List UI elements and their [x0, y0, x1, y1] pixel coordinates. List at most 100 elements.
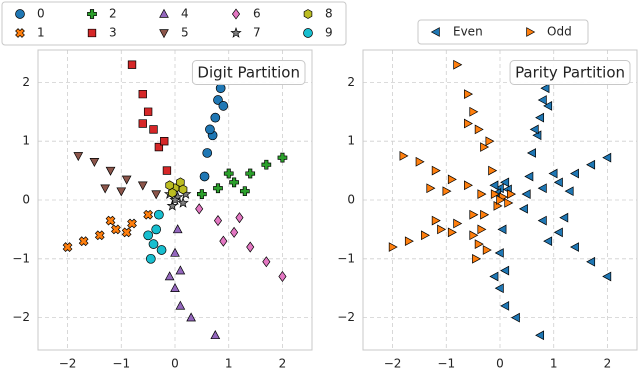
title-box	[509, 60, 631, 85]
point	[121, 227, 132, 238]
point	[543, 101, 553, 111]
point	[507, 189, 516, 199]
legend-marker	[430, 27, 440, 37]
point	[105, 215, 116, 226]
point	[138, 119, 147, 128]
point	[73, 152, 84, 162]
point	[164, 271, 175, 281]
point	[472, 253, 482, 264]
point	[210, 330, 221, 340]
point	[245, 168, 256, 179]
legend-label: 4	[181, 7, 189, 21]
legend: Even Odd	[417, 19, 589, 45]
point	[197, 189, 207, 199]
point	[100, 184, 111, 194]
point	[235, 212, 244, 224]
legend-marker	[159, 8, 169, 18]
point	[510, 312, 520, 323]
point	[524, 171, 534, 182]
point	[105, 166, 116, 176]
plot-frame	[362, 49, 638, 351]
point	[447, 227, 457, 238]
point	[178, 184, 188, 195]
point	[537, 183, 547, 194]
legend-marker	[15, 28, 25, 38]
legend-label: 8	[325, 7, 333, 21]
x-tick-label: −2	[59, 357, 77, 371]
point	[145, 253, 156, 264]
point	[521, 189, 531, 199]
legend-marker	[87, 28, 97, 38]
point	[564, 186, 574, 197]
point	[149, 125, 158, 134]
point	[143, 209, 154, 220]
y-tick-label: −2	[337, 310, 355, 324]
legend-marker	[526, 27, 536, 37]
point	[497, 224, 507, 235]
point	[278, 270, 287, 283]
point	[138, 89, 147, 99]
point	[482, 245, 492, 255]
y-tick-label: −1	[12, 251, 30, 265]
point	[469, 230, 479, 241]
point	[586, 159, 596, 170]
legend: 0 1 2 3 4 5 6 7 8 9	[1, 1, 347, 46]
subplot-title: Digit Partition	[197, 64, 300, 82]
points	[62, 60, 288, 340]
point	[421, 230, 431, 241]
point	[480, 209, 490, 220]
point	[500, 265, 510, 276]
point	[453, 59, 463, 70]
point	[151, 190, 162, 200]
point	[488, 165, 498, 176]
point	[553, 177, 563, 188]
x-tick-label: 0	[496, 357, 504, 371]
point	[162, 166, 172, 175]
point	[500, 177, 510, 188]
point	[175, 300, 186, 310]
title-box	[191, 60, 306, 85]
point	[464, 118, 473, 129]
point	[496, 195, 506, 205]
legend-label: 7	[253, 26, 261, 40]
point	[431, 215, 441, 226]
point	[230, 226, 239, 238]
point	[175, 265, 186, 275]
point	[500, 301, 510, 311]
point	[485, 136, 495, 147]
points	[388, 59, 612, 341]
point	[89, 158, 100, 167]
point	[202, 148, 213, 158]
legend-label: 2	[109, 7, 117, 21]
point	[195, 203, 204, 215]
x-tick-label: 0	[171, 357, 179, 371]
point	[431, 165, 441, 176]
point	[215, 83, 226, 94]
point	[160, 137, 169, 146]
point	[116, 187, 127, 197]
legend-label: 5	[181, 26, 189, 40]
legend-marker	[87, 9, 97, 19]
point	[168, 188, 177, 198]
point	[143, 230, 153, 241]
subplot-title: Parity Partition	[515, 64, 625, 82]
point	[480, 142, 490, 152]
legend-marker	[303, 9, 313, 19]
y-tick-label: 2	[22, 75, 30, 89]
x-tick-label: 2	[604, 357, 612, 371]
point	[127, 218, 137, 229]
point	[154, 209, 164, 220]
y-tick-label: −1	[337, 251, 355, 265]
point	[469, 209, 479, 220]
point	[399, 151, 409, 161]
point	[151, 224, 162, 235]
legend-label: Even	[453, 25, 483, 39]
legend-label: 3	[109, 26, 117, 40]
point	[246, 241, 255, 253]
point	[494, 283, 504, 294]
x-tick-label: −1	[112, 357, 130, 371]
legend-marker	[15, 9, 25, 19]
point	[477, 224, 487, 235]
x-tick-label: −1	[437, 357, 455, 371]
